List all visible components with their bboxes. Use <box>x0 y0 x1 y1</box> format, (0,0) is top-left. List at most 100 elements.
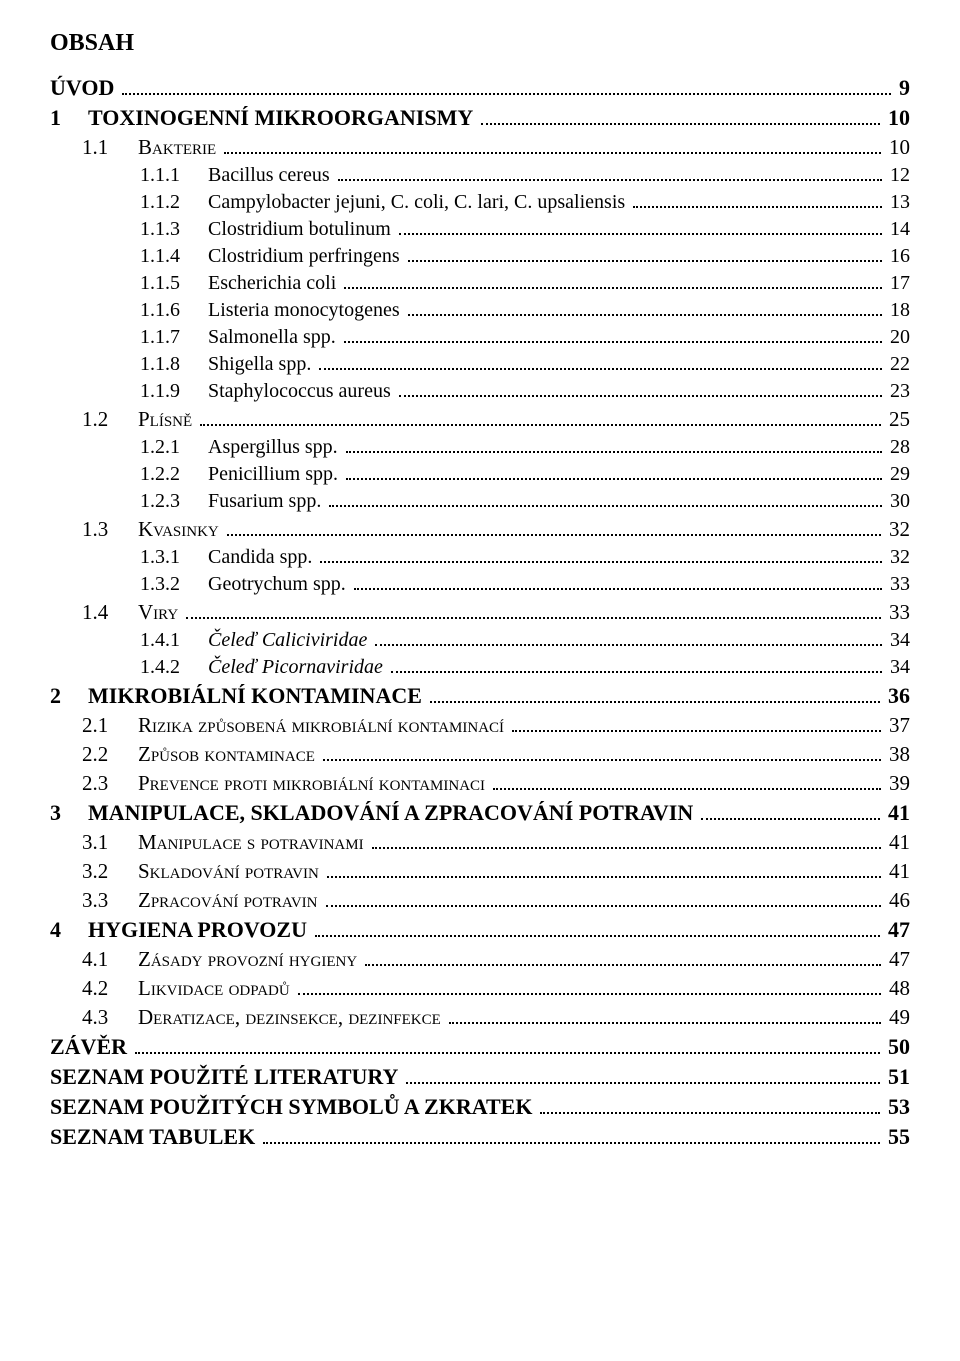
toc-label: Čeleď Caliciviridae <box>208 629 371 652</box>
toc-number: 1.1.4 <box>140 245 208 268</box>
toc-number: 1.2.3 <box>140 490 208 513</box>
toc-entry: 2.1Rizika způsobená mikrobiální kontamin… <box>82 713 910 738</box>
toc-leader-dots <box>224 137 881 154</box>
toc-entry: 1TOXINOGENNÍ MIKROORGANISMY10 <box>50 105 910 131</box>
toc-label: Penicillium spp. <box>208 463 342 486</box>
toc-label: Fusarium spp. <box>208 490 325 513</box>
toc-leader-dots <box>540 1097 880 1114</box>
toc-entry: 1.1.6Listeria monocytogenes18 <box>140 299 910 322</box>
toc-leader-dots <box>227 519 881 536</box>
toc-page: 36 <box>884 683 910 709</box>
toc-leader-dots <box>701 803 880 820</box>
toc-number: 2.3 <box>82 771 138 796</box>
toc-entry: ÚVOD9 <box>50 75 910 101</box>
toc-page: 38 <box>885 742 910 767</box>
toc-leader-dots <box>493 773 881 790</box>
toc-label: SEZNAM POUŽITÝCH SYMBOLŮ A ZKRATEK <box>50 1094 536 1120</box>
toc-leader-dots <box>200 409 881 426</box>
toc-label: HYGIENA PROVOZU <box>88 917 311 943</box>
toc-label: Zásady provozní hygieny <box>138 947 361 972</box>
toc-number: 4 <box>50 917 88 943</box>
toc-leader-dots <box>408 246 882 262</box>
toc-label: Deratizace, dezinsekce, dezinfekce <box>138 1005 445 1030</box>
toc-label: Prevence proti mikrobiální kontaminaci <box>138 771 489 796</box>
toc-entry: 1.3.2Geotrychum spp.33 <box>140 573 910 596</box>
toc-page: 29 <box>886 463 910 486</box>
toc-number: 2 <box>50 683 88 709</box>
toc-page: 25 <box>885 407 910 432</box>
toc-leader-dots <box>298 978 881 995</box>
toc-number: 4.1 <box>82 947 138 972</box>
toc-entry: 1.1.7Salmonella spp. 20 <box>140 326 910 349</box>
toc-entry: 1.3.1Candida spp.32 <box>140 546 910 569</box>
toc-page: 48 <box>885 976 910 1001</box>
toc-label: Viry <box>138 600 182 625</box>
toc-entry: 4HYGIENA PROVOZU 47 <box>50 917 910 943</box>
toc-number: 1.1.5 <box>140 272 208 295</box>
toc-leader-dots <box>633 192 882 208</box>
toc-label: SEZNAM TABULEK <box>50 1124 259 1150</box>
toc-page: 47 <box>884 917 910 943</box>
toc-leader-dots <box>186 602 881 619</box>
toc-number: 2.1 <box>82 713 138 738</box>
toc-entry: 2.3Prevence proti mikrobiální kontaminac… <box>82 771 910 796</box>
toc-page: 50 <box>884 1034 910 1060</box>
toc-number: 3 <box>50 800 88 826</box>
toc-page: 41 <box>885 859 910 884</box>
toc-page: 32 <box>885 517 910 542</box>
toc-number: 1.3.2 <box>140 573 208 596</box>
toc-label: Aspergillus spp. <box>208 436 342 459</box>
toc-leader-dots <box>346 464 882 480</box>
toc-page: 32 <box>886 546 910 569</box>
toc-label: MIKROBIÁLNÍ KONTAMINACE <box>88 683 426 709</box>
toc-label: Staphylococcus aureus <box>208 380 395 403</box>
toc-entry: SEZNAM POUŽITÉ LITERATURY51 <box>50 1064 910 1090</box>
toc-entry: 1.2.1Aspergillus spp.28 <box>140 436 910 459</box>
toc-page: 49 <box>885 1005 910 1030</box>
toc-page: 23 <box>886 380 910 403</box>
toc-label: Candida spp. <box>208 546 316 569</box>
toc-page: 33 <box>886 573 910 596</box>
toc-page: 16 <box>886 245 910 268</box>
toc-leader-dots <box>263 1127 880 1144</box>
toc-entry: 1.4.1Čeleď Caliciviridae34 <box>140 629 910 652</box>
toc-number: 3.2 <box>82 859 138 884</box>
toc-label: ZÁVĚR <box>50 1034 131 1060</box>
toc-label: Listeria monocytogenes <box>208 299 404 322</box>
toc-leader-dots <box>372 832 881 849</box>
toc-number: 1.1.3 <box>140 218 208 241</box>
toc-leader-dots <box>327 861 881 878</box>
toc-leader-dots <box>408 300 882 316</box>
toc-page: 34 <box>886 656 910 679</box>
toc-leader-dots <box>346 437 882 453</box>
toc-number: 2.2 <box>82 742 138 767</box>
toc-number: 1.2.2 <box>140 463 208 486</box>
toc-label: MANIPULACE, SKLADOVÁNÍ A ZPRACOVÁNÍ POTR… <box>88 800 697 826</box>
toc-entry: 3.2Skladování potravin41 <box>82 859 910 884</box>
toc-number: 1.1.8 <box>140 353 208 376</box>
toc-leader-dots <box>338 165 882 181</box>
toc-entry: 2.2Způsob kontaminace38 <box>82 742 910 767</box>
toc-label: Salmonella spp. <box>208 326 340 349</box>
toc-leader-dots <box>406 1067 880 1084</box>
toc-label: Zpracování potravin <box>138 888 322 913</box>
toc-number: 1.1.7 <box>140 326 208 349</box>
toc-number: 1.1.1 <box>140 164 208 187</box>
toc-leader-dots <box>430 686 880 703</box>
toc-leader-dots <box>399 381 882 397</box>
toc-leader-dots <box>391 657 882 673</box>
toc-entry: 1.4Viry33 <box>82 600 910 625</box>
toc-entry: 1.1.1Bacillus cereus12 <box>140 164 910 187</box>
toc-label: Rizika způsobená mikrobiální kontaminací <box>138 713 508 738</box>
toc-page: 53 <box>884 1094 910 1120</box>
toc-label: Campylobacter jejuni, C. coli, C. lari, … <box>208 191 629 214</box>
toc-number: 4.3 <box>82 1005 138 1030</box>
toc-number: 1.1.9 <box>140 380 208 403</box>
toc-label: Čeleď Picornaviridae <box>208 656 387 679</box>
toc-label: Clostridium perfringens <box>208 245 404 268</box>
toc-page: 20 <box>886 326 910 349</box>
toc-page: 30 <box>886 490 910 513</box>
toc-page: 13 <box>886 191 910 214</box>
toc-page: 22 <box>886 353 910 376</box>
toc-number: 1.4.2 <box>140 656 208 679</box>
